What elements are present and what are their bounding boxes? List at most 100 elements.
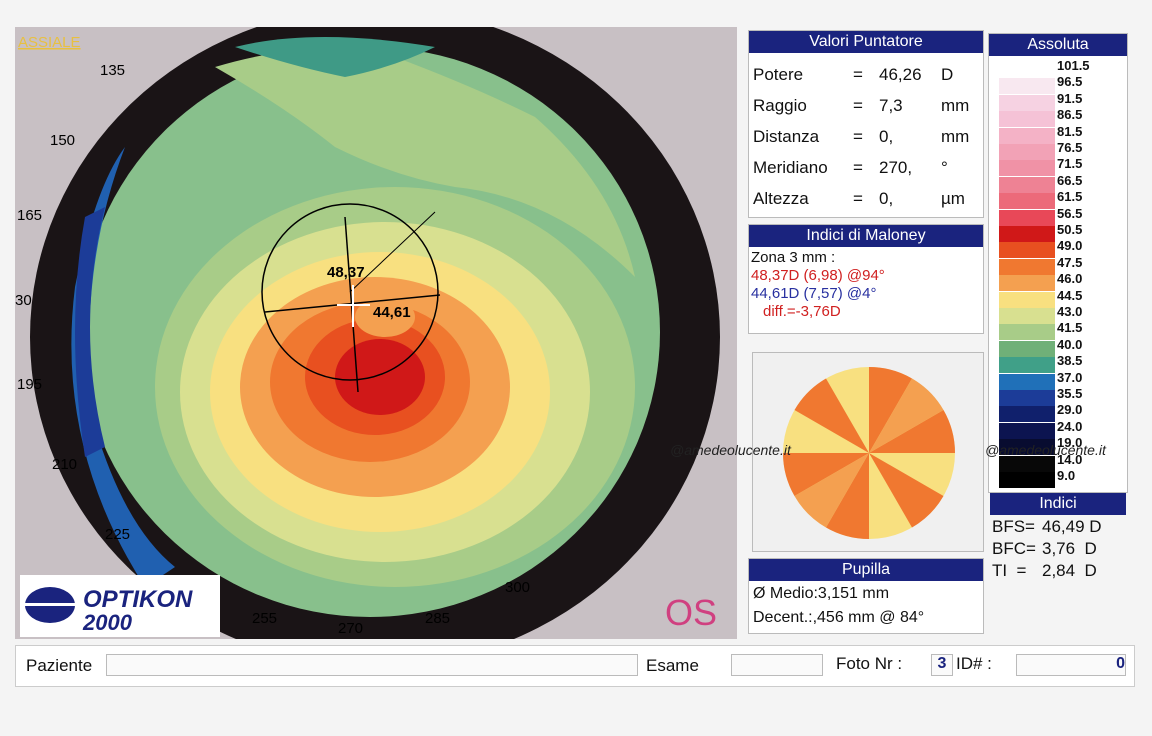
index-cell: 46,49 D (1042, 517, 1102, 536)
pointer-cell: Meridiano (753, 158, 828, 177)
scale-swatch (999, 422, 1055, 439)
scale-label: 24.0 (1057, 418, 1083, 434)
logo: OPTIKON (83, 586, 193, 613)
pointer-cell: mm (941, 127, 970, 146)
pointer-cell: 0, (879, 189, 894, 208)
scale-label: 35.5 (1057, 386, 1083, 401)
scale-label: 44.5 (1057, 287, 1083, 303)
index-cell: 3,76 D (1042, 539, 1097, 558)
scale-swatch (999, 455, 1055, 472)
scale-swatch (999, 242, 1055, 259)
index-cell: TI = (992, 561, 1027, 580)
photo-field[interactable]: 3 (931, 654, 953, 676)
id-field[interactable]: 0 (1016, 654, 1126, 676)
pointer-cell: = (853, 96, 863, 115)
pupil-line: Ø Medio:3,151 mm (753, 585, 890, 602)
pointer-cell: 0, (879, 127, 894, 146)
maloney-line: 44,61D (7,57) @4° (751, 285, 877, 302)
scale-swatch (999, 275, 1055, 292)
angle-labels: 135 150 165 30 195 210 225 255 270 285 300 (15, 62, 530, 637)
panel-title: Assoluta (989, 34, 1127, 56)
scale-swatch (999, 340, 1055, 357)
scale-panel: Assoluta 101.5 96.5 91.5 86.5 81.5 76.5 71.5 66… (988, 33, 1128, 493)
scale-label: 49.0 (1057, 238, 1083, 254)
pointer-cell: = (853, 158, 863, 177)
maloney-line: diff.=-3,76D (763, 303, 841, 320)
scale-label: 71.5 (1057, 156, 1083, 172)
zone: Zona 3 mm : (751, 249, 836, 266)
scale-swatch (999, 258, 1055, 275)
scale-swatch (999, 373, 1055, 390)
exam-field[interactable] (731, 654, 823, 676)
pointer-cell: µm (941, 189, 965, 208)
angle-label: 165 (17, 207, 42, 224)
scale-label: 50.5 (1057, 222, 1083, 237)
index-cell: BFC= (992, 539, 1036, 558)
scale-label: 101.5 (1057, 58, 1090, 73)
scale-swatch (999, 94, 1055, 111)
pupil-map (752, 352, 984, 552)
angle-label: 195 (17, 376, 42, 393)
panel-title: Indici (990, 493, 1126, 515)
patient-field[interactable] (106, 654, 638, 676)
scale-label: 41.5 (1057, 320, 1083, 336)
scale-swatch (999, 226, 1055, 242)
pointer-cell: mm (941, 96, 970, 115)
panel-title: Indici di Maloney (749, 225, 983, 247)
watermark: @amedeolucente.it (670, 442, 791, 458)
pupil-pie (783, 367, 955, 539)
scale-label: 47.5 (1057, 254, 1083, 270)
scale-label: 66.5 (1057, 172, 1083, 188)
pointer-cell: = (853, 189, 863, 208)
scale-label: 37.0 (1057, 369, 1083, 385)
scale-label: 29.0 (1057, 402, 1083, 418)
scale-swatch (999, 291, 1055, 308)
pointer-panel: Valori Puntatore Potere = 46,26 D Raggio = 7,3… (748, 30, 984, 218)
exam-label: Esame (646, 656, 699, 675)
scale-label: 91.5 (1057, 90, 1083, 106)
watermark: @amedeolucente.it (985, 442, 1106, 458)
pointer-cell: Potere (753, 65, 804, 84)
angle-label: 270 (338, 620, 363, 637)
panel-title: Valori Puntatore (749, 31, 983, 53)
scale-swatch (999, 406, 1055, 423)
scale-swatch (999, 127, 1055, 144)
scale-label: 19.0 (1057, 435, 1083, 451)
scale-swatch (999, 62, 1055, 78)
scale-swatch (999, 439, 1055, 456)
scale-label: 76.5 (1057, 140, 1083, 155)
pointer-cell: 7,3 (879, 96, 903, 115)
scale-label: 56.5 (1057, 205, 1083, 221)
pointer-cell: Distanza (753, 127, 820, 146)
indices-panel: Indici BFS= 46,49 D BFC= 3,76 D TI = 2,84 D (990, 493, 1126, 583)
scale-label: 96.5 (1057, 74, 1083, 90)
patient-label: Paziente (26, 656, 93, 675)
reading: 48,37 (327, 264, 365, 281)
scale-swatch (999, 78, 1055, 95)
scale-label: 43.0 (1057, 304, 1083, 319)
angle-label: 300 (505, 579, 530, 596)
scale-swatch (999, 144, 1055, 160)
map-mode: ASSIALE (18, 34, 81, 51)
logo: 2000 (82, 610, 133, 635)
angle-label: 255 (252, 610, 277, 627)
index-cell: BFS= (992, 517, 1035, 536)
pointer-cell: 46,26 (879, 65, 922, 84)
scale-swatch (999, 357, 1055, 374)
scale-swatch (999, 160, 1055, 177)
maloney-panel: Indici di Maloney Zona 3 mm : 48,37D (6,… (748, 224, 984, 334)
photo-label: Foto Nr : (836, 654, 903, 673)
pupil-line: Decent.:,456 mm @ 84° (753, 609, 925, 626)
angle-label: 150 (50, 132, 75, 149)
panel-title: Pupilla (749, 559, 983, 581)
pointer-cell: Altezza (753, 189, 809, 208)
reading: 44,61 (373, 304, 411, 321)
scale-swatch (999, 390, 1055, 406)
pupil-panel: Pupilla Ø Medio:3,151 mm Decent.:,456 mm… (748, 558, 984, 634)
scale-swatch (999, 472, 1055, 488)
pointer-cell: = (853, 65, 863, 84)
scale-swatch (999, 193, 1055, 210)
pointer-cell: 270, (879, 158, 913, 177)
angle-label: 285 (425, 610, 450, 627)
